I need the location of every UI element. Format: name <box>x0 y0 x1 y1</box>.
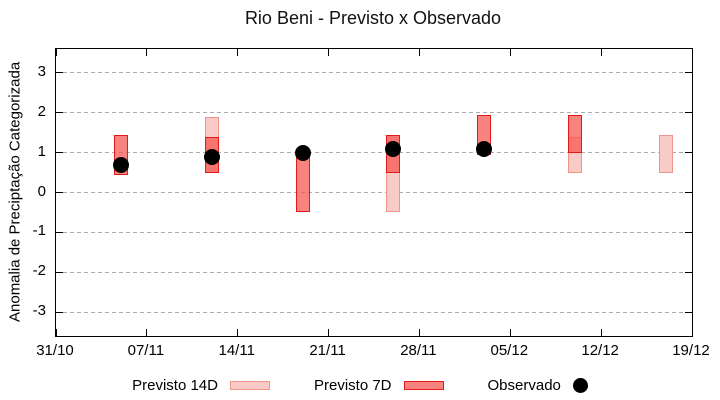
gridline-y-1 <box>56 231 692 233</box>
gridline-y0 <box>56 192 692 193</box>
x-tick-label: 28/11 <box>400 342 437 359</box>
x-tick-mark <box>509 49 511 56</box>
y-tick-mark <box>685 112 692 114</box>
x-tick-label: 12/12 <box>581 342 619 359</box>
y-tick-mark <box>56 231 63 233</box>
y-tick-label: -3 <box>32 302 46 320</box>
x-tick-mark <box>328 329 330 336</box>
plot-area <box>55 48 693 337</box>
y-tick-mark <box>56 192 63 193</box>
y-tick-mark <box>56 112 63 114</box>
y-tick-mark <box>685 271 692 273</box>
previsto-7d-bar <box>295 154 310 213</box>
legend-label: Previsto 14D <box>132 376 218 394</box>
x-tick-mark <box>55 49 57 56</box>
x-tick-mark <box>55 329 57 336</box>
y-tick-mark <box>56 72 63 74</box>
y-tick-label: 0 <box>37 182 46 200</box>
x-tick-mark <box>237 49 239 56</box>
x-tick-mark <box>237 329 239 336</box>
x-tick-mark <box>146 329 148 336</box>
x-tick-mark <box>691 329 693 336</box>
y-tick-mark <box>685 72 692 74</box>
x-tick-mark <box>600 329 602 336</box>
y-tick-label: 2 <box>37 102 46 120</box>
x-tick-label: 14/11 <box>218 342 255 359</box>
chart-title: Rio Beni - Previsto x Observado <box>244 8 502 28</box>
gridline-y3 <box>56 72 692 74</box>
y-tick-mark <box>685 311 692 313</box>
y-tick-mark <box>56 271 63 273</box>
y-tick-mark <box>56 152 63 154</box>
x-tick-mark <box>418 329 420 336</box>
bar-14d-legend-swatch <box>229 380 270 390</box>
x-tick-mark <box>418 49 420 56</box>
legend-item-bar-14d: Previsto 14D <box>132 377 270 394</box>
gridline-y-3 <box>56 311 692 313</box>
legend-item-dot: Observado <box>488 377 588 394</box>
x-tick-mark <box>509 329 511 336</box>
y-tick-label: -2 <box>32 262 46 280</box>
y-tick-mark <box>56 311 63 313</box>
legend-label: Previsto 7D <box>313 376 392 394</box>
observado-point <box>294 144 311 161</box>
observado-legend-dot <box>572 377 588 393</box>
x-tick-mark <box>691 49 693 56</box>
gridline-y2 <box>56 112 692 114</box>
observado-point <box>385 140 402 157</box>
previsto-7d-bar <box>568 114 583 153</box>
x-tick-label: 05/12 <box>490 342 529 359</box>
x-tick-label: 21/11 <box>309 342 346 359</box>
x-tick-mark <box>600 49 602 56</box>
observado-point <box>476 140 493 157</box>
x-tick-mark <box>328 49 330 56</box>
legend-label: Observado <box>487 376 561 394</box>
x-tick-label: 31/10 <box>36 342 74 359</box>
observado-point <box>112 156 129 173</box>
legend: Previsto 14D Previsto 7D Observado <box>0 373 720 397</box>
y-tick-mark <box>685 192 692 193</box>
x-tick-label: 07/11 <box>127 342 165 359</box>
gridline-y1 <box>56 152 692 154</box>
y-tick-mark <box>685 152 692 154</box>
bar-7d-legend-swatch <box>403 380 444 390</box>
observado-point <box>203 148 220 165</box>
y-tick-label: -1 <box>32 222 46 240</box>
gridline-y-2 <box>56 271 692 273</box>
y-tick-mark <box>685 231 692 233</box>
legend-item-bar-7d: Previsto 7D <box>314 377 444 394</box>
x-tick-mark <box>146 49 148 56</box>
x-tick-label: 19/12 <box>672 342 710 359</box>
previsto-14d-bar <box>659 134 674 173</box>
y-tick-label: 3 <box>37 62 46 80</box>
y-tick-label: 1 <box>37 142 46 160</box>
